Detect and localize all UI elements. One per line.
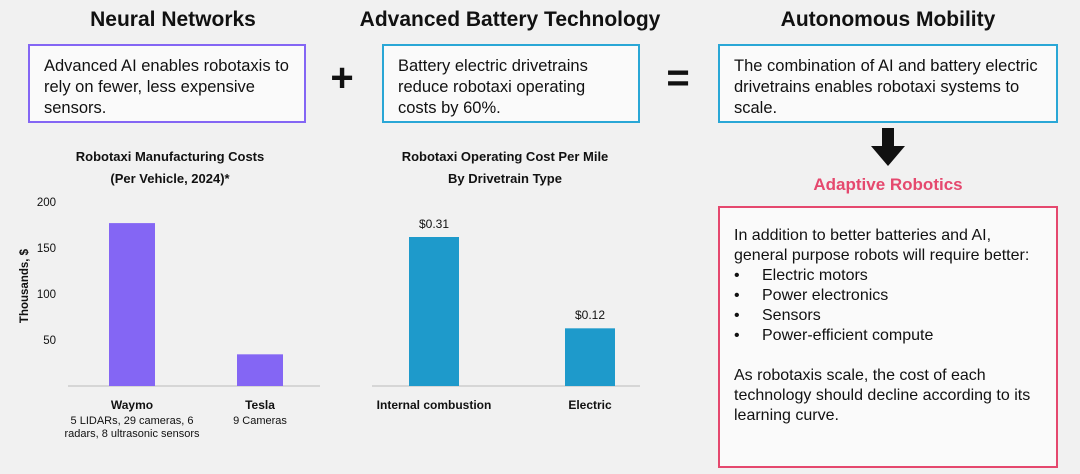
neural-networks-title: Neural Networks	[90, 8, 256, 31]
equals-operator: =	[666, 56, 690, 100]
category-label-waymo: Waymo	[110, 398, 154, 412]
list-item: Power-efficient compute	[734, 326, 1042, 346]
operating-chart-title: Robotaxi Operating Cost Per Mile By Driv…	[370, 146, 640, 190]
bar-tesla	[237, 354, 283, 386]
autonomous-mobility-box: The combination of AI and battery electr…	[718, 44, 1058, 123]
operating-chart-title-line1: Robotaxi Operating Cost Per Mile	[401, 149, 609, 164]
plus-operator: +	[330, 56, 354, 100]
bar-internal-combustion	[409, 237, 459, 386]
data-label-internal-combustion: $0.31	[418, 217, 450, 231]
subtitle-tesla: 9 Cameras	[233, 415, 287, 427]
manufacturing-chart-title-line1: Robotaxi Manufacturing Costs	[75, 149, 265, 164]
neural-networks-box: Advanced AI enables robotaxis to rely on…	[28, 44, 306, 123]
battery-technology-box: Battery electric drivetrains reduce robo…	[382, 44, 640, 123]
manufacturing-chart-title-line2: (Per Vehicle, 2024)*	[110, 171, 230, 186]
ytick-label: 150	[36, 243, 56, 255]
category-label-electric: Electric	[568, 398, 612, 412]
list-item: Electric motors	[734, 266, 1042, 286]
adaptive-outro: As robotaxis scale, the cost of each tec…	[734, 367, 1031, 424]
ytick-label: 200	[36, 197, 56, 209]
bar-waymo	[109, 223, 155, 386]
category-label-tesla: Tesla	[245, 398, 275, 412]
manufacturing-chart-title: Robotaxi Manufacturing Costs (Per Vehicl…	[40, 146, 300, 190]
bar-electric	[565, 328, 615, 386]
adaptive-list: Electric motors Power electronics Sensor…	[734, 266, 1042, 346]
adaptive-intro: In addition to better batteries and AI, …	[734, 227, 1030, 264]
adaptive-robotics-title: Adaptive Robotics	[813, 175, 963, 194]
down-arrow-icon	[871, 128, 905, 166]
list-item: Sensors	[734, 306, 1042, 326]
ytick-label: 100	[36, 289, 56, 301]
adaptive-robotics-box: In addition to better batteries and AI, …	[718, 206, 1058, 468]
category-label-internal-combustion: Internal combustion	[376, 398, 492, 412]
battery-technology-title: Advanced Battery Technology	[359, 8, 661, 31]
ytick-label: 50	[43, 335, 56, 347]
subtitle-waymo: 5 LIDARs, 29 cameras, 6 radars, 8 ultras…	[64, 415, 200, 440]
list-item: Power electronics	[734, 286, 1042, 306]
operating-chart	[372, 237, 640, 387]
autonomous-mobility-title: Autonomous Mobility	[780, 8, 996, 31]
data-label-electric: $0.12	[574, 308, 606, 323]
operating-chart-title-line2: By Drivetrain Type	[448, 171, 562, 186]
manufacturing-chart	[68, 223, 320, 387]
